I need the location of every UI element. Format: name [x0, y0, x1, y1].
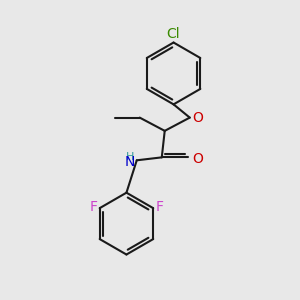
Text: N: N	[125, 155, 135, 169]
Text: Cl: Cl	[167, 27, 180, 41]
Text: O: O	[192, 152, 203, 166]
Text: O: O	[192, 111, 203, 124]
Text: H: H	[126, 152, 134, 162]
Text: F: F	[156, 200, 164, 214]
Text: F: F	[89, 200, 97, 214]
